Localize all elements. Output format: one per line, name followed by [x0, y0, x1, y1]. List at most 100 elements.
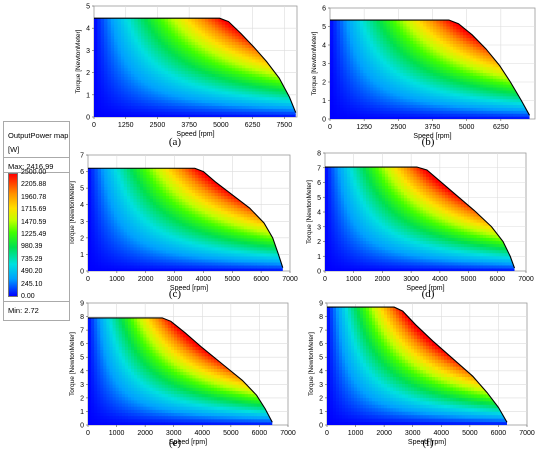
heatmap-cell — [373, 22, 378, 27]
heatmap-cell — [88, 222, 92, 227]
heatmap-cell — [164, 102, 169, 106]
heatmap-cell — [100, 90, 105, 95]
heatmap-cell — [429, 75, 434, 79]
heatmap-cell — [231, 64, 236, 69]
heatmap-cell — [285, 111, 290, 115]
heatmap-cell — [333, 89, 338, 94]
heatmap-cell — [134, 114, 139, 117]
heatmap-cell — [443, 81, 447, 85]
heatmap-cell — [159, 234, 164, 239]
heatmap-cell — [433, 95, 438, 100]
heatmap-cell — [124, 82, 129, 86]
heatmap-cell — [255, 108, 260, 112]
heatmap-cell — [218, 108, 223, 112]
heatmap-cell — [456, 84, 461, 88]
heatmap-cell — [285, 114, 290, 117]
heatmap-cell — [159, 216, 164, 221]
heatmap-cell — [117, 231, 122, 236]
heatmap-cell — [184, 82, 189, 86]
heatmap-cell — [413, 46, 418, 50]
heatmap-cell — [204, 61, 209, 66]
heatmap-cell — [241, 50, 246, 54]
heatmap-cell — [164, 114, 169, 117]
heatmap-cell — [443, 113, 447, 117]
heatmap-cell — [198, 47, 203, 51]
heatmap-cell — [194, 102, 199, 106]
heatmap-cell — [492, 63, 497, 68]
heatmap-cell — [162, 192, 167, 197]
heatmap-cell — [110, 82, 115, 86]
heatmap-cell — [110, 177, 115, 181]
heatmap-cell — [275, 111, 280, 115]
heatmap-cell — [339, 46, 344, 50]
heatmap-cell — [143, 219, 148, 224]
heatmap-cell — [107, 67, 112, 72]
heatmap-cell — [107, 225, 112, 230]
heatmap-cell — [100, 267, 105, 271]
heatmap-cell — [141, 85, 146, 89]
heatmap-cell — [383, 20, 388, 24]
heatmap-cell — [107, 41, 112, 45]
heatmap-cell — [366, 28, 371, 33]
heatmap-cell — [161, 96, 166, 101]
heatmap-cell — [416, 116, 421, 119]
heatmap-cell — [406, 43, 411, 47]
heatmap-cell — [433, 78, 438, 82]
heatmap-cell — [124, 29, 129, 34]
heatmap-cell — [499, 107, 504, 111]
heatmap-cell — [130, 243, 135, 248]
heatmap-cell — [113, 234, 118, 239]
heatmap-cell — [356, 107, 361, 111]
heatmap-cell — [139, 168, 144, 172]
heatmap-cell — [157, 41, 162, 45]
heatmap-cell — [144, 105, 149, 109]
heatmap-cell — [181, 29, 186, 34]
heatmap-cell — [194, 76, 199, 80]
heatmap-cell — [211, 64, 216, 69]
heatmap-cell — [149, 261, 154, 266]
heatmap-cell — [144, 108, 149, 112]
heatmap-cell — [157, 55, 162, 60]
heatmap-cell — [472, 66, 477, 71]
heatmap-cell — [94, 96, 98, 101]
heatmap-cell — [453, 101, 457, 106]
heatmap-cell — [228, 108, 233, 112]
heatmap-cell — [162, 174, 167, 178]
heatmap-cell — [120, 114, 125, 117]
heatmap-cell — [144, 79, 149, 83]
heatmap-cell — [282, 90, 287, 95]
heatmap-cell — [258, 61, 263, 66]
heatmap-cell — [130, 82, 135, 86]
heatmap-cell — [453, 116, 457, 119]
heatmap-cell — [136, 198, 141, 203]
heatmap-cell — [139, 183, 144, 187]
heatmap-cell — [188, 87, 193, 92]
heatmap-cell — [499, 72, 504, 76]
heatmap-cell — [403, 72, 408, 76]
heatmap-cell — [443, 116, 447, 119]
heatmap-cell — [127, 50, 132, 54]
heatmap-cell — [107, 228, 112, 233]
heatmap-cell — [413, 84, 418, 88]
heatmap-cell — [419, 20, 424, 24]
heatmap-cell — [373, 95, 378, 100]
heatmap-cell — [386, 46, 391, 50]
heatmap-cell — [120, 225, 125, 230]
heatmap-cell — [120, 70, 125, 75]
heatmap-cell — [171, 35, 176, 40]
heatmap-cell — [383, 22, 388, 27]
heatmap-cell — [265, 64, 270, 69]
heatmap-cell — [215, 114, 220, 117]
heatmap-cell — [218, 67, 223, 72]
heatmap-cell — [330, 104, 334, 108]
heatmap-cell — [512, 116, 517, 119]
heatmap-cell — [482, 84, 487, 88]
heatmap-cell — [218, 82, 223, 86]
heatmap-cell — [107, 90, 112, 95]
heatmap-cell — [136, 186, 141, 191]
heatmap-cell — [439, 78, 444, 82]
heatmap-cell — [137, 61, 142, 66]
heatmap-cell — [191, 87, 196, 92]
heatmap-cell — [91, 192, 96, 197]
heatmap-cell — [238, 32, 243, 37]
